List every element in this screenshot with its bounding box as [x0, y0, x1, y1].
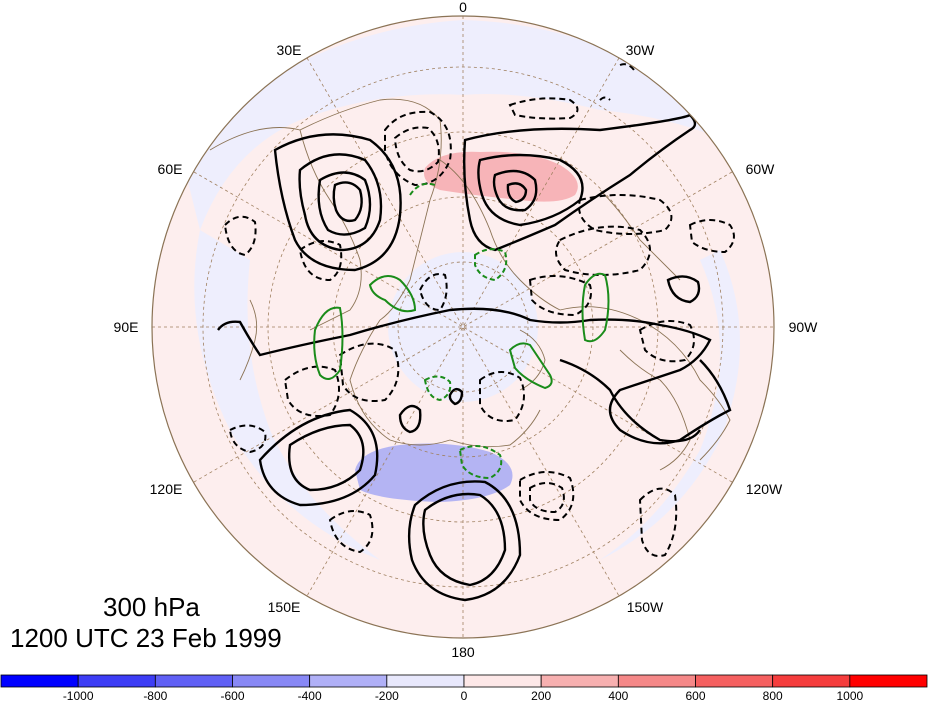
colorbar-box — [232, 674, 311, 688]
colorbar-box — [0, 674, 79, 688]
colorbar-label: 600 — [685, 689, 705, 702]
colorbar-box — [386, 674, 465, 688]
colorbar-box — [540, 674, 619, 688]
colorbar-box — [617, 674, 696, 688]
lon-label-90e: 90E — [114, 319, 139, 335]
colorbar-box — [849, 674, 928, 688]
lon-label-180: 180 — [451, 644, 475, 660]
colorbar-box — [154, 674, 233, 688]
colorbar-box — [309, 674, 388, 688]
colorbar-label: 800 — [763, 689, 783, 702]
lon-label-30e: 30E — [277, 42, 302, 58]
colorbar-label: 200 — [531, 689, 551, 702]
lon-label-60w: 60W — [746, 161, 776, 177]
colorbar-label: -600 — [220, 689, 244, 702]
colorbar-boxes — [0, 674, 928, 688]
colorbar-box — [772, 674, 851, 688]
negative-contours — [223, 63, 735, 557]
lon-label-120e: 120E — [150, 481, 183, 497]
colorbar-box — [463, 674, 542, 688]
map-boundary — [151, 15, 775, 639]
lon-label-120w: 120W — [746, 481, 783, 497]
green-contours — [313, 182, 610, 480]
positive-contours — [217, 113, 732, 602]
coastlines — [209, 98, 731, 471]
colorbar-labels: -1000 -800 -600 -400 -200 0 200 400 600 800 1000 — [63, 689, 864, 702]
colorbar-label: 400 — [608, 689, 628, 702]
lon-label-150w: 150W — [627, 599, 664, 615]
shaded-field — [152, 16, 774, 638]
lon-label-60e: 60E — [158, 161, 183, 177]
lon-label-150e: 150E — [268, 599, 301, 615]
lon-label-30w: 30W — [626, 42, 656, 58]
graticule — [152, 16, 774, 638]
longitude-labels: 0 30W 60W 90W 120W 150W 180 150E 120E 90… — [114, 0, 819, 660]
lon-label-0: 0 — [459, 0, 467, 15]
colorbar-label: 1000 — [836, 689, 863, 702]
colorbar-label: -200 — [375, 689, 399, 702]
colorbar-box — [77, 674, 156, 688]
pressure-level-title: 300 hPa — [103, 592, 200, 622]
colorbar-box — [695, 674, 774, 688]
colorbar: -1000 -800 -600 -400 -200 0 200 400 600 800 1000 — [0, 674, 928, 702]
lon-label-90w: 90W — [789, 319, 819, 335]
colorbar-label: -400 — [298, 689, 322, 702]
colorbar-label: -800 — [143, 689, 167, 702]
datetime-title: 1200 UTC 23 Feb 1999 — [10, 623, 282, 653]
colorbar-label: 0 — [461, 689, 468, 702]
colorbar-label: -1000 — [63, 689, 94, 702]
